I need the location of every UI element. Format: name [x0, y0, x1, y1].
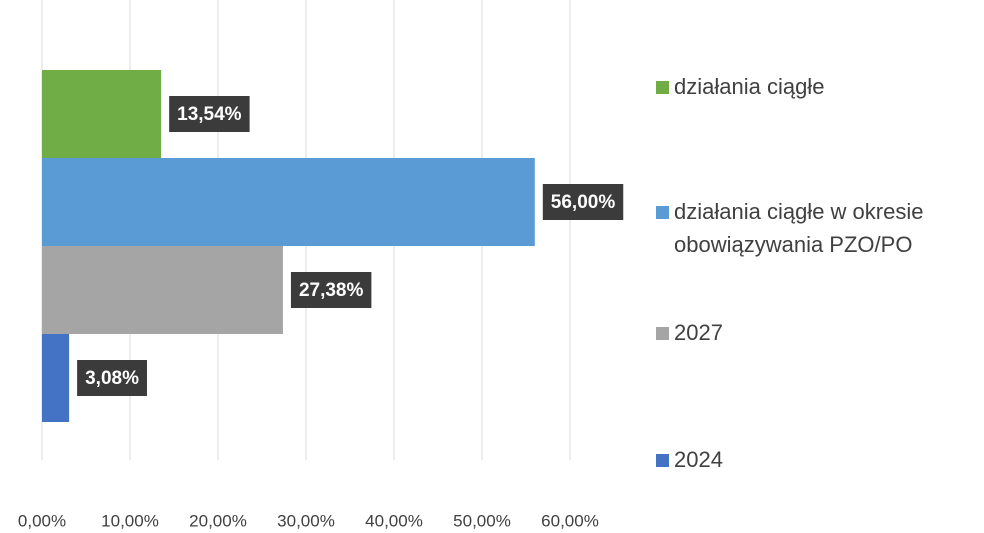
- data-label: 3,08%: [85, 368, 139, 389]
- data-label: 56,00%: [551, 192, 616, 213]
- legend-swatch: [656, 327, 669, 340]
- legend-label: 2027: [674, 320, 723, 345]
- x-tick-label: 60,00%: [541, 511, 599, 530]
- bar: [42, 334, 70, 422]
- x-tick-label: 0,00%: [18, 511, 66, 530]
- data-label: 27,38%: [299, 280, 364, 301]
- x-tick-label: 50,00%: [453, 511, 511, 530]
- legend-label: działania ciągłe w okresie obowiązywania…: [674, 199, 924, 257]
- legend-label: 2024: [674, 447, 723, 472]
- x-tick-label: 40,00%: [365, 511, 423, 530]
- data-label-box: [542, 184, 624, 220]
- data-label-box: [290, 272, 372, 308]
- legend-swatch: [656, 81, 669, 94]
- bar: [42, 70, 162, 158]
- bar: [42, 158, 535, 246]
- x-tick-label: 20,00%: [189, 511, 247, 530]
- legend-label: działania ciągłe: [674, 74, 825, 99]
- x-tick-label: 10,00%: [101, 511, 159, 530]
- bar: [42, 246, 283, 334]
- x-tick-label: 30,00%: [277, 511, 335, 530]
- legend-swatch: [656, 206, 669, 219]
- data-label: 13,54%: [177, 104, 242, 125]
- legend-swatch: [656, 454, 669, 467]
- data-label-box: [169, 96, 250, 132]
- data-label-box: [77, 360, 147, 396]
